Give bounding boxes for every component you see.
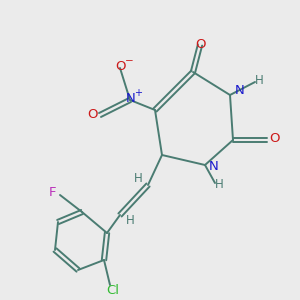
Text: N: N	[209, 160, 219, 173]
Text: O: O	[270, 133, 280, 146]
Text: N: N	[235, 85, 245, 98]
Text: H: H	[134, 172, 142, 184]
Text: N: N	[126, 92, 136, 104]
Text: F: F	[48, 187, 56, 200]
Text: H: H	[126, 214, 134, 227]
Text: O: O	[116, 59, 126, 73]
Text: H: H	[255, 74, 263, 88]
Text: O: O	[196, 38, 206, 50]
Text: Cl: Cl	[106, 284, 119, 298]
Text: O: O	[87, 109, 97, 122]
Text: +: +	[134, 88, 142, 98]
Text: −: −	[124, 56, 134, 66]
Text: H: H	[214, 178, 224, 190]
